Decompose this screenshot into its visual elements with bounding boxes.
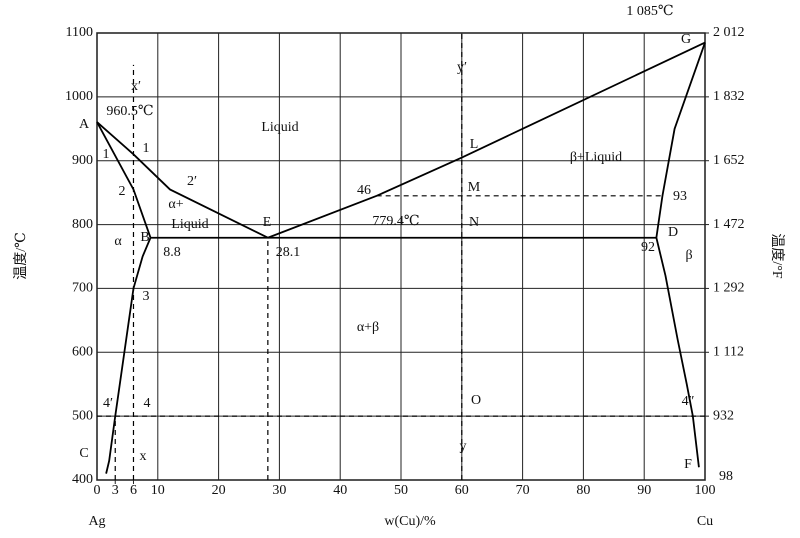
x-tick-label: 80	[576, 483, 590, 498]
y-tick-label: 700	[72, 281, 93, 296]
annotation: 3	[143, 289, 150, 304]
annotation: β	[685, 248, 692, 263]
annotation: B	[140, 230, 149, 245]
annotation: 28.1	[276, 245, 301, 260]
x-tick-label: 40	[333, 483, 347, 498]
y-tick-label: 1100	[66, 25, 93, 40]
annotation: y	[460, 439, 467, 454]
y2-axis-label: 温度/°F	[769, 233, 785, 278]
annotation: 98	[719, 469, 733, 484]
annotation: 960.5℃	[106, 104, 153, 119]
x-tick-label: 70	[516, 483, 530, 498]
y2-tick-label: 1 472	[713, 217, 745, 232]
y2-tick-label: 1 832	[713, 89, 745, 104]
annotation: 8.8	[163, 245, 181, 260]
x-tick-label: 90	[637, 483, 651, 498]
annotation: L	[470, 137, 479, 152]
annotation: M	[468, 180, 481, 195]
annotation: C	[79, 446, 88, 461]
annotation: 2′	[187, 174, 197, 189]
annotation: E	[263, 215, 272, 230]
x-tick-label: 10	[151, 483, 165, 498]
phase-boundary	[267, 41, 706, 239]
y2-tick-label: 1 112	[713, 345, 744, 360]
annotation: x′	[131, 79, 141, 94]
y-tick-label: 500	[72, 408, 93, 423]
annotation: 2	[119, 184, 126, 199]
annotation: β+Liquid	[570, 150, 622, 165]
phase-boundary	[655, 42, 706, 238]
y-tick-label: 800	[72, 217, 93, 232]
y2-tick-label: 932	[713, 408, 734, 423]
end-label: Cu	[697, 514, 713, 529]
annotation: 1	[143, 141, 150, 156]
x-axis-label: w(Cu)/%	[384, 514, 436, 529]
annotation: x	[140, 449, 147, 464]
annotation: Liquid	[261, 120, 298, 135]
phase-boundary	[655, 237, 700, 468]
annotation: α	[114, 234, 122, 249]
annotation: O	[471, 393, 481, 408]
annotation: 779.4℃	[372, 214, 419, 229]
annotation: 93	[673, 189, 687, 204]
annotation: G	[681, 32, 691, 47]
annotation: 46	[357, 183, 371, 198]
annotation: N	[469, 215, 479, 230]
x-tick-label: 100	[695, 483, 716, 498]
annotation: 1 085℃	[626, 4, 673, 19]
annotation: 1	[103, 147, 110, 162]
annotation: F	[684, 457, 692, 472]
phase-boundary	[96, 121, 269, 239]
annotation: 4	[144, 396, 151, 411]
y-tick-label: 400	[72, 472, 93, 487]
annotation: y′	[457, 60, 467, 75]
annotation: 92	[641, 240, 655, 255]
x-tick-label: 50	[394, 483, 408, 498]
annotation: A	[79, 117, 90, 132]
annotation: D	[668, 225, 678, 240]
y2-tick-label: 1 652	[713, 153, 745, 168]
x-tick-label: 60	[455, 483, 469, 498]
y-axis-label: 温度/℃	[13, 232, 29, 280]
x-tick-label: 20	[212, 483, 226, 498]
annotation: 4′	[103, 396, 113, 411]
x-tick-label: 30	[272, 483, 286, 498]
x-tick-label: 3	[112, 483, 119, 498]
phase-boundary	[105, 237, 152, 474]
annotation: Liquid	[171, 217, 208, 232]
end-label: Ag	[88, 514, 105, 529]
y-tick-label: 1000	[65, 89, 93, 104]
x-tick-label: 0	[94, 483, 101, 498]
y2-tick-label: 2 012	[713, 25, 745, 40]
phase-boundary	[96, 121, 152, 239]
x-tick-label: 6	[130, 483, 137, 498]
annotation: 4″	[682, 394, 695, 409]
annotation: α+β	[357, 320, 379, 335]
y-tick-label: 600	[72, 345, 93, 360]
y2-tick-label: 1 292	[713, 281, 745, 296]
y-tick-label: 900	[72, 153, 93, 168]
annotation: α+	[168, 197, 183, 212]
